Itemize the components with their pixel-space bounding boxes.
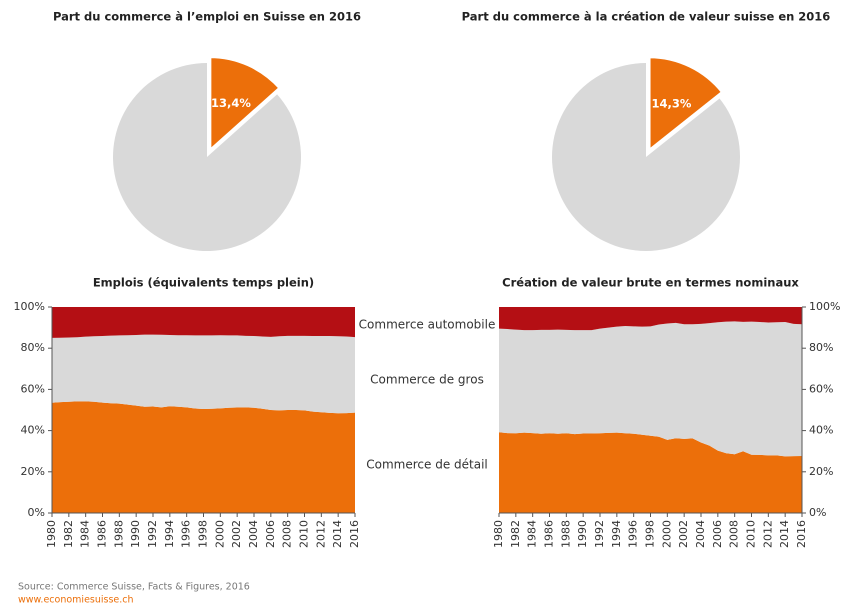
- slice-label: 13,4%: [211, 96, 251, 110]
- x-tick-label: 1982: [62, 520, 75, 548]
- y-tick-label: 100%: [809, 300, 840, 313]
- x-tick-label: 1984: [79, 520, 92, 548]
- y-tick-label: 40%: [21, 424, 45, 437]
- x-tick-label: 2016: [348, 520, 361, 548]
- url: www.economiesuisse.ch: [18, 595, 134, 606]
- x-tick-label: 1980: [45, 520, 58, 548]
- chart-title: Création de valeur brute en termes nomin…: [502, 276, 799, 290]
- y-tick-label: 100%: [14, 300, 45, 313]
- area: [499, 321, 802, 457]
- chart-title: Emplois (équivalents temps plein): [93, 276, 314, 290]
- x-tick-label: 2008: [728, 520, 741, 548]
- x-tick-label: 2006: [264, 520, 277, 548]
- x-tick-label: 2010: [298, 520, 311, 548]
- x-tick-label: 2000: [660, 520, 673, 548]
- y-tick-label: 0%: [28, 506, 45, 519]
- x-tick-label: 2014: [778, 520, 791, 548]
- area: [52, 401, 355, 513]
- y-tick-label: 80%: [809, 341, 833, 354]
- x-tick-label: 1996: [627, 520, 640, 548]
- x-tick-label: 1988: [559, 520, 572, 548]
- y-tick-label: 20%: [809, 465, 833, 478]
- area: [52, 307, 355, 338]
- y-tick-label: 60%: [21, 382, 45, 395]
- x-tick-label: 1986: [543, 520, 556, 548]
- x-tick-label: 2008: [281, 520, 294, 548]
- x-tick-label: 1980: [492, 520, 505, 548]
- x-tick-label: 1990: [576, 520, 589, 548]
- chart-title: Part du commerce à la création de valeur…: [462, 10, 831, 24]
- x-tick-label: 1986: [96, 520, 109, 548]
- x-tick-label: 2000: [213, 520, 226, 548]
- y-tick-label: 20%: [21, 465, 45, 478]
- legend-label: Commerce automobile: [359, 318, 496, 332]
- area: [499, 432, 802, 513]
- area: [499, 307, 802, 331]
- pie-slice: [551, 63, 741, 251]
- x-tick-label: 1992: [146, 520, 159, 548]
- area: [52, 334, 355, 414]
- chart-title: Part du commerce à l’emploi en Suisse en…: [53, 10, 361, 24]
- y-tick-label: 60%: [809, 382, 833, 395]
- x-tick-label: 2004: [247, 520, 260, 548]
- x-tick-label: 1994: [610, 520, 623, 548]
- x-tick-label: 1990: [129, 520, 142, 548]
- x-tick-label: 1998: [644, 520, 657, 548]
- x-tick-label: 2016: [795, 520, 808, 548]
- x-tick-label: 1992: [593, 520, 606, 548]
- pie-slice: [647, 55, 725, 154]
- x-tick-label: 2014: [331, 520, 344, 548]
- y-tick-label: 40%: [809, 424, 833, 437]
- x-tick-label: 1982: [509, 520, 522, 548]
- x-tick-label: 2002: [230, 520, 243, 548]
- pie-slice: [208, 55, 283, 154]
- pie-slice: [112, 63, 301, 251]
- y-tick-label: 80%: [21, 341, 45, 354]
- source: Source: Commerce Suisse, Facts & Figures…: [18, 582, 250, 593]
- x-tick-label: 2004: [694, 520, 707, 548]
- x-tick-label: 1984: [526, 520, 539, 548]
- legend-label: Commerce de détail: [366, 458, 488, 472]
- legend-label: Commerce de gros: [370, 373, 484, 387]
- x-tick-label: 2002: [677, 520, 690, 548]
- x-tick-label: 1994: [163, 520, 176, 548]
- x-tick-label: 1988: [112, 520, 125, 548]
- x-tick-label: 2012: [761, 520, 774, 548]
- x-tick-label: 2006: [711, 520, 724, 548]
- slice-label: 14,3%: [652, 97, 692, 111]
- y-tick-label: 0%: [809, 506, 826, 519]
- x-tick-label: 2012: [314, 520, 327, 548]
- x-tick-label: 1996: [180, 520, 193, 548]
- x-tick-label: 2010: [745, 520, 758, 548]
- x-tick-label: 1998: [197, 520, 210, 548]
